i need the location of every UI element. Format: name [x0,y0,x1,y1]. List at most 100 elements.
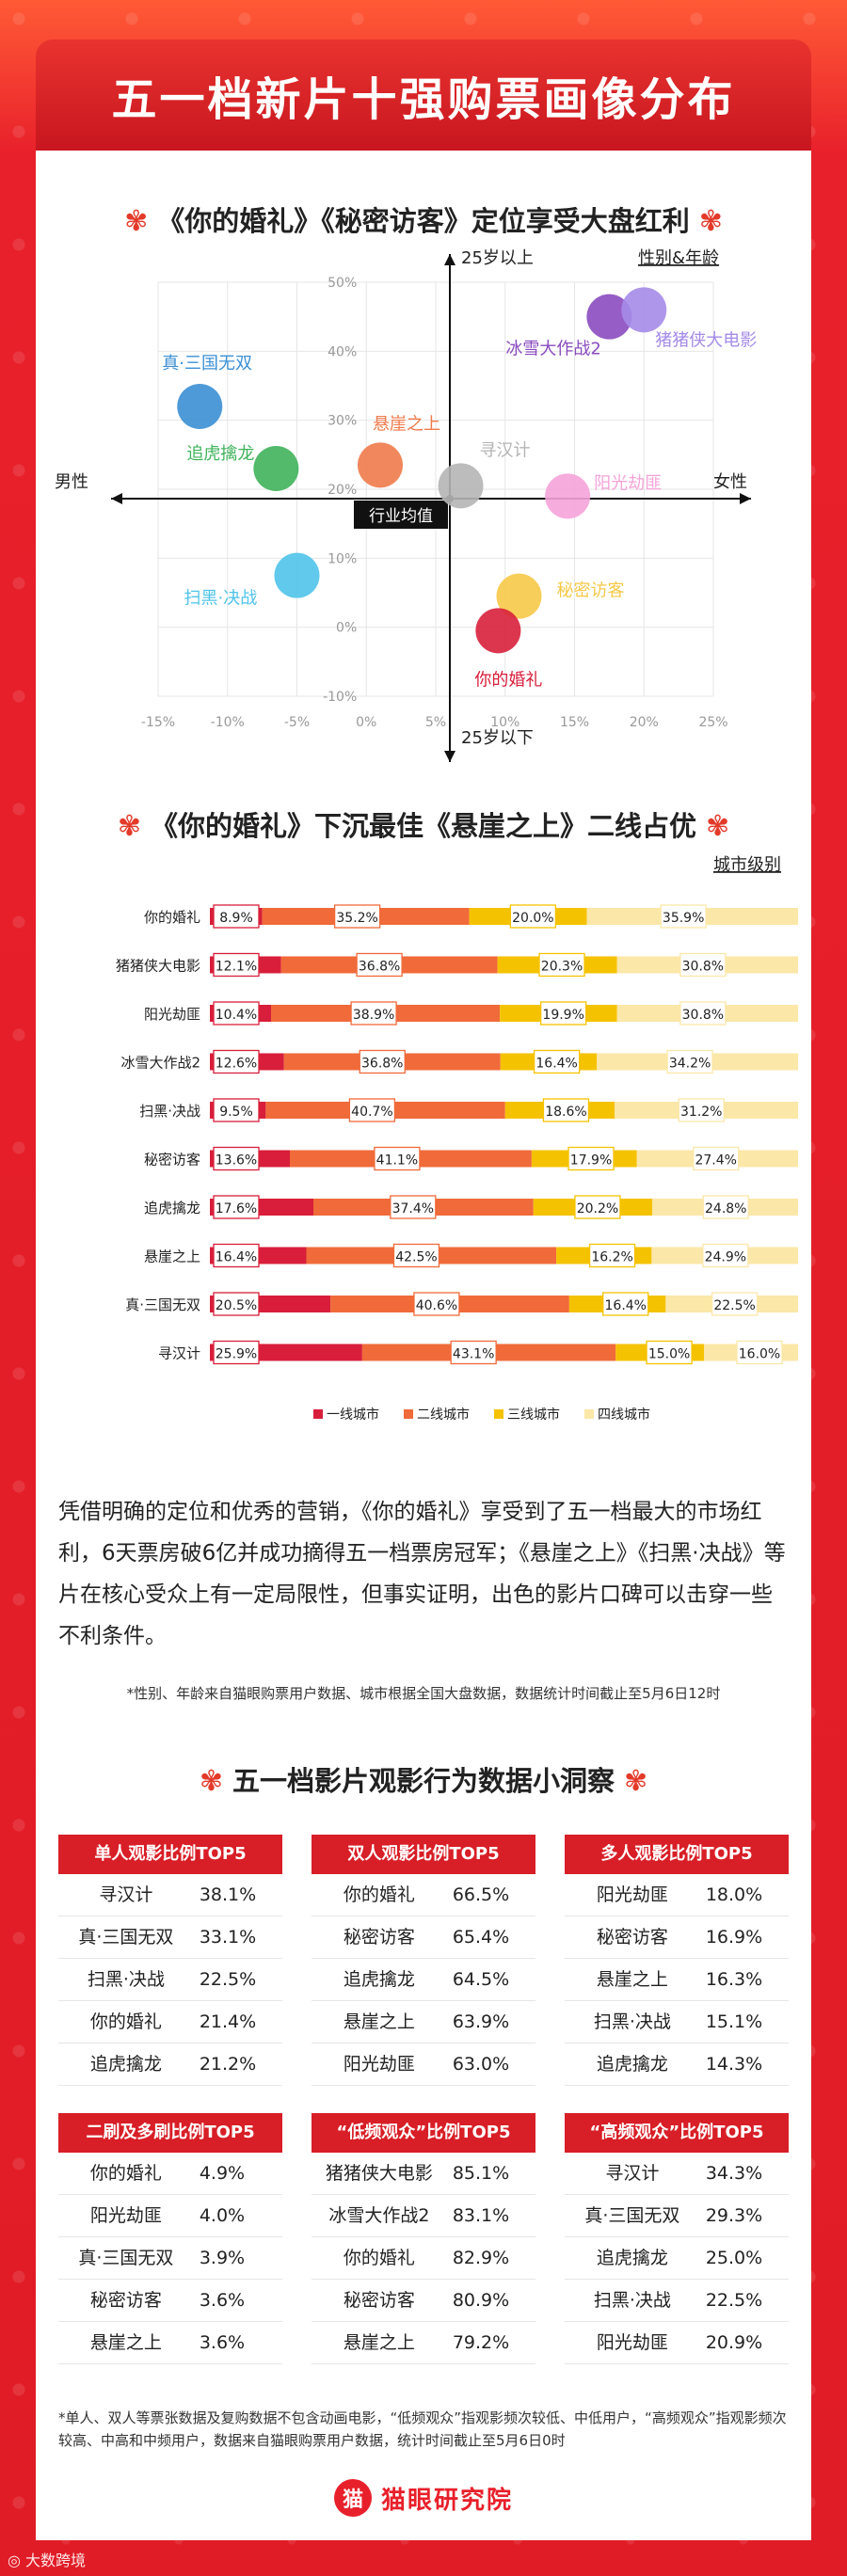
bar-value-box [374,1146,421,1171]
scatter-chart: -15% -10% -5% 0% 5% 10% 15% 20% 25% -10% 0% 10% 20% 3… [55,235,798,781]
bar-value-box [679,1001,727,1026]
film-value: 16.9% [705,1927,763,1948]
table-row: 悬崖之上 63.9% [312,2001,535,2043]
bar-value-label: 16.4% [216,1250,257,1265]
table-header: 多人观影比例TOP5 [565,1835,789,1874]
bar-value-box [350,1001,397,1026]
film-value: 79.2% [452,2332,510,2353]
center-label: 行业均值 [369,507,433,526]
bar-value-label: 15.0% [648,1347,690,1362]
table-row: 悬崖之上 16.3% [565,1959,789,2001]
bar-value-box [213,1049,260,1074]
y-tick-label: 0% [336,621,357,636]
film-name: 追虎擒龙 [596,2248,668,2268]
film-name: 冰雪大作战2 [328,2205,430,2226]
x-axis-left-label: 男性 [55,472,88,492]
scatter-point-label: 秘密访客 [557,581,625,601]
film-value: 22.5% [705,2290,763,2311]
scatter-point [621,287,667,333]
film-name: 扫黑·决战 [593,2290,671,2311]
stacked-bar-chart: 城市级别 你的婚礼 8.9% 35.2% 20.0% 35.9% 猪猪侠大电影 12.1% 36… [55,842,798,1454]
bar-value-label: 24.8% [705,1201,746,1216]
bar-category-label: 冰雪大作战2 [120,1055,200,1072]
scatter-point [545,473,591,519]
film-name: 你的婚礼 [343,2248,415,2268]
table-row: 秘密访客 16.9% [565,1916,789,1959]
film-name: 寻汉计 [99,1884,153,1905]
table-row: 阳光劫匪 18.0% [565,1874,789,1916]
film-name: 寻汉计 [605,2163,660,2184]
bar-value-box [702,1195,749,1219]
bar-value-box [390,1195,437,1219]
bar-value-label: 19.9% [542,1008,583,1023]
bar-value-box [679,952,727,978]
bar-value-box [711,1292,759,1316]
bar-value-box [660,904,707,929]
legend-swatch [584,1409,594,1419]
y-tick-label: 10% [328,551,357,566]
bar-category-label: 真·三国无双 [125,1296,200,1313]
x-tick-label: -15% [141,715,175,730]
film-value: 63.0% [452,2054,510,2075]
x-tick-label: -5% [284,715,310,730]
film-name: 秘密访客 [89,2290,162,2311]
flower-icon: ✾ [117,810,141,843]
analysis-paragraph: 凭借明确的定位和优秀的营销，《你的婚礼》享受到了五一档最大的市场红利，6天票房破… [58,1500,786,1648]
bar-value-box [213,1243,260,1268]
scatter-point-label: 冰雪大作战2 [505,340,600,359]
bar-value-box [574,1195,621,1219]
bar-value-box [666,1049,713,1074]
film-value: 33.1% [199,1927,257,1948]
table-row: 你的婚礼 4.9% [58,2153,282,2195]
film-value: 65.4% [452,1927,510,1948]
film-value: 25.0% [705,2248,763,2268]
y-tick-label: 30% [328,414,357,429]
bar-value-label: 17.9% [570,1153,612,1169]
bar-value-box [678,1098,725,1122]
legend-entry: 三线城市 [507,1407,560,1423]
bar-value-box [588,1243,636,1268]
x-tick-label: 5% [425,715,446,730]
y-axis-arrow-bottom [444,751,455,762]
film-name: 阳光劫匪 [596,2332,668,2353]
film-value: 82.9% [452,2248,510,2268]
table-row: 猪猪侠大电影 85.1% [312,2153,535,2195]
scatter-point [496,573,542,619]
table-row: 寻汉计 34.3% [565,2153,789,2195]
bar-value-label: 16.0% [739,1347,780,1362]
film-name: 猪猪侠大电影 [325,2163,433,2184]
table-row: 真·三国无双 33.1% [58,1916,282,1959]
film-name: 秘密访客 [343,1927,415,1948]
table-row: 阳光劫匪 20.9% [565,2322,789,2364]
bar-value-box [693,1146,740,1171]
bar-value-label: 34.2% [669,1057,711,1072]
bar-value-box [567,1146,615,1171]
bar-value-box [213,952,260,978]
bar-value-box [213,1146,260,1171]
bar-value-label: 36.8% [359,960,400,975]
bar-value-box [533,1049,581,1074]
scatter-point-label: 追虎擒龙 [186,444,254,464]
bar-value-label: 41.1% [376,1153,418,1169]
y-tick-label: 50% [328,276,357,291]
scatter-point-label: 寻汉计 [480,440,531,460]
bar-value-label: 16.4% [605,1298,647,1313]
x-tick-label: 25% [698,715,727,730]
bar-value-box [542,1098,590,1122]
bar-value-label: 38.9% [353,1008,394,1023]
bar-value-box [509,904,557,929]
watermark: ◎ 大数跨境 [8,2552,87,2569]
film-value: 20.9% [705,2332,763,2353]
table-row: 悬崖之上 3.6% [58,2322,282,2364]
film-name: 真·三国无双 [78,2248,174,2268]
flower-icon: ✾ [199,1765,223,1798]
bar-value-label: 24.9% [705,1250,746,1265]
y-tick-label: 40% [328,344,357,359]
y-tick-label: -10% [323,690,357,705]
x-tick-label: 20% [630,715,659,730]
bar-value-box [213,1292,260,1316]
table-row: 追虎擒龙 21.2% [58,2043,282,2086]
bar-value-box [348,1098,396,1122]
film-value: 66.5% [452,1884,510,1905]
behavior-table: 双人观影比例TOP5 你的婚礼 66.5% 秘密访客 65.4% 追虎擒龙 64.5% 悬崖之… [312,1835,535,2086]
